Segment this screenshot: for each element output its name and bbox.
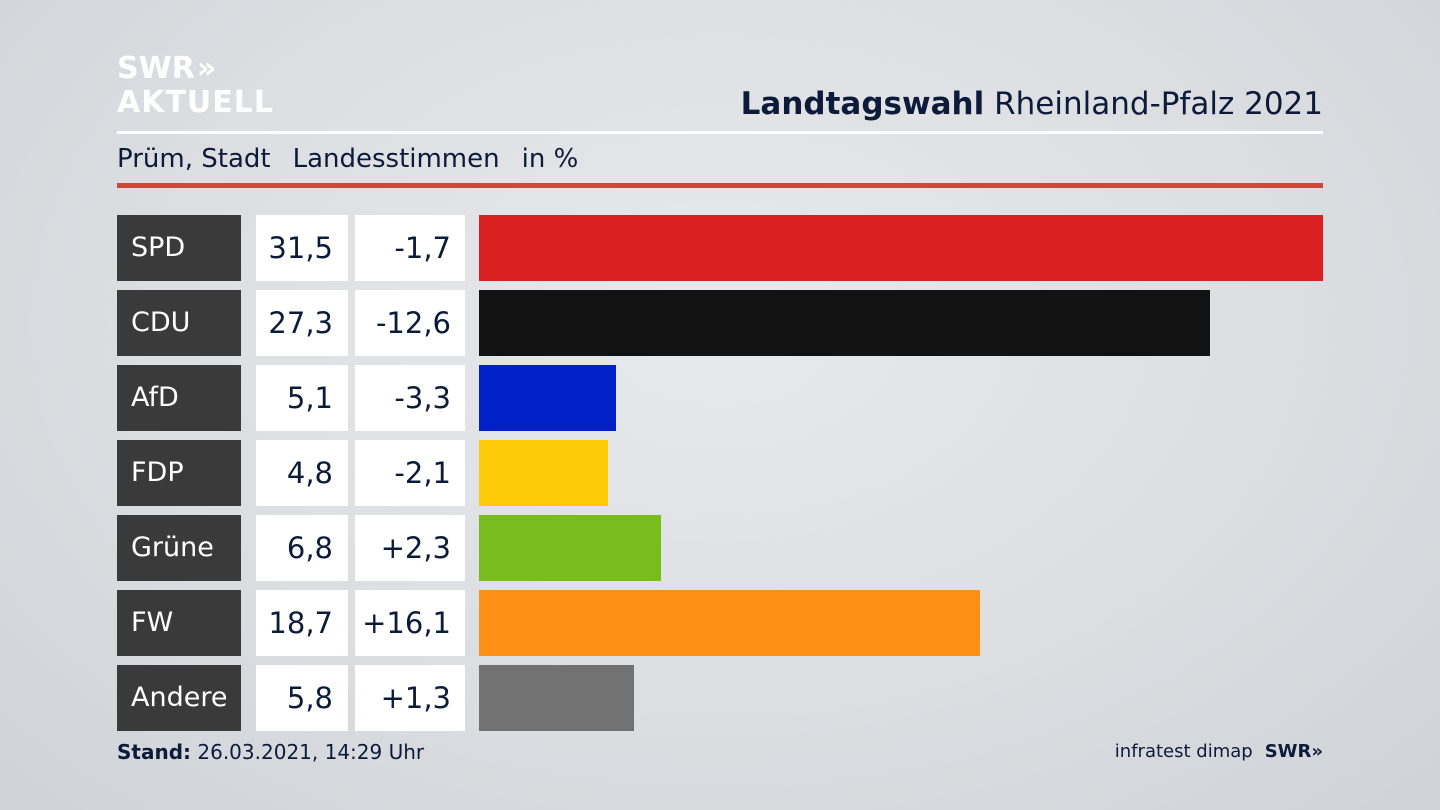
logo-aktuell-text: AKTUELL xyxy=(117,85,275,120)
change-label: +1,3 xyxy=(355,665,465,731)
swr-aktuell-logo: SWR» AKTUELL xyxy=(117,54,274,118)
bar xyxy=(479,590,980,656)
bar xyxy=(479,665,634,731)
chart-row: Grüne 6,8 +2,3 xyxy=(117,515,1323,581)
title-bold: Landtagswahl xyxy=(740,86,985,122)
header-divider xyxy=(117,131,1323,134)
value-label: 6,8 xyxy=(256,515,348,581)
source-credit: infratest dimap SWR» xyxy=(1115,741,1323,762)
change-label: +2,3 xyxy=(355,515,465,581)
bar xyxy=(479,365,616,431)
party-label: CDU xyxy=(117,290,241,356)
value-label: 18,7 xyxy=(256,590,348,656)
chart-row: FDP 4,8 -2,1 xyxy=(117,440,1323,506)
swr-small-logo: SWR» xyxy=(1264,741,1323,762)
change-label: -3,3 xyxy=(355,365,465,431)
subtitle-divider xyxy=(117,183,1323,188)
change-label: +16,1 xyxy=(355,590,465,656)
value-label: 4,8 xyxy=(256,440,348,506)
change-label: -2,1 xyxy=(355,440,465,506)
chart-row: SPD 31,5 -1,7 xyxy=(117,215,1323,281)
party-label: Andere xyxy=(117,665,241,731)
subtitle-metric: Landesstimmen xyxy=(292,144,500,174)
subtitle-place: Prüm, Stadt xyxy=(117,144,271,174)
value-label: 31,5 xyxy=(256,215,348,281)
bar xyxy=(479,440,608,506)
party-label: SPD xyxy=(117,215,241,281)
value-label: 27,3 xyxy=(256,290,348,356)
stand-label: Stand: xyxy=(117,740,192,764)
bar xyxy=(479,290,1210,356)
change-label: -12,6 xyxy=(355,290,465,356)
source-label: infratest dimap xyxy=(1114,741,1253,762)
value-label: 5,8 xyxy=(256,665,348,731)
title-rest: Rheinland-Pfalz 2021 xyxy=(994,86,1323,122)
chart-row: AfD 5,1 -3,3 xyxy=(117,365,1323,431)
chart-row: FW 18,7 +16,1 xyxy=(117,590,1323,656)
subtitle-unit: in % xyxy=(521,144,579,174)
value-label: 5,1 xyxy=(256,365,348,431)
logo-chevron-icon: » xyxy=(196,51,217,86)
timestamp: Stand: 26.03.2021, 14:29 Uhr xyxy=(117,740,424,764)
chart-row: Andere 5,8 +1,3 xyxy=(117,665,1323,731)
chart-row: CDU 27,3 -12,6 xyxy=(117,290,1323,356)
page-title: Landtagswahl Rheinland-Pfalz 2021 xyxy=(741,86,1323,122)
party-label: FW xyxy=(117,590,241,656)
subtitle: Prüm, Stadt Landesstimmen in % xyxy=(117,144,600,174)
party-label: AfD xyxy=(117,365,241,431)
logo-swr-text: SWR xyxy=(117,51,195,86)
party-label: FDP xyxy=(117,440,241,506)
bar xyxy=(479,515,661,581)
party-label: Grüne xyxy=(117,515,241,581)
bar xyxy=(479,215,1323,281)
change-label: -1,7 xyxy=(355,215,465,281)
stand-value: 26.03.2021, 14:29 Uhr xyxy=(197,740,425,764)
